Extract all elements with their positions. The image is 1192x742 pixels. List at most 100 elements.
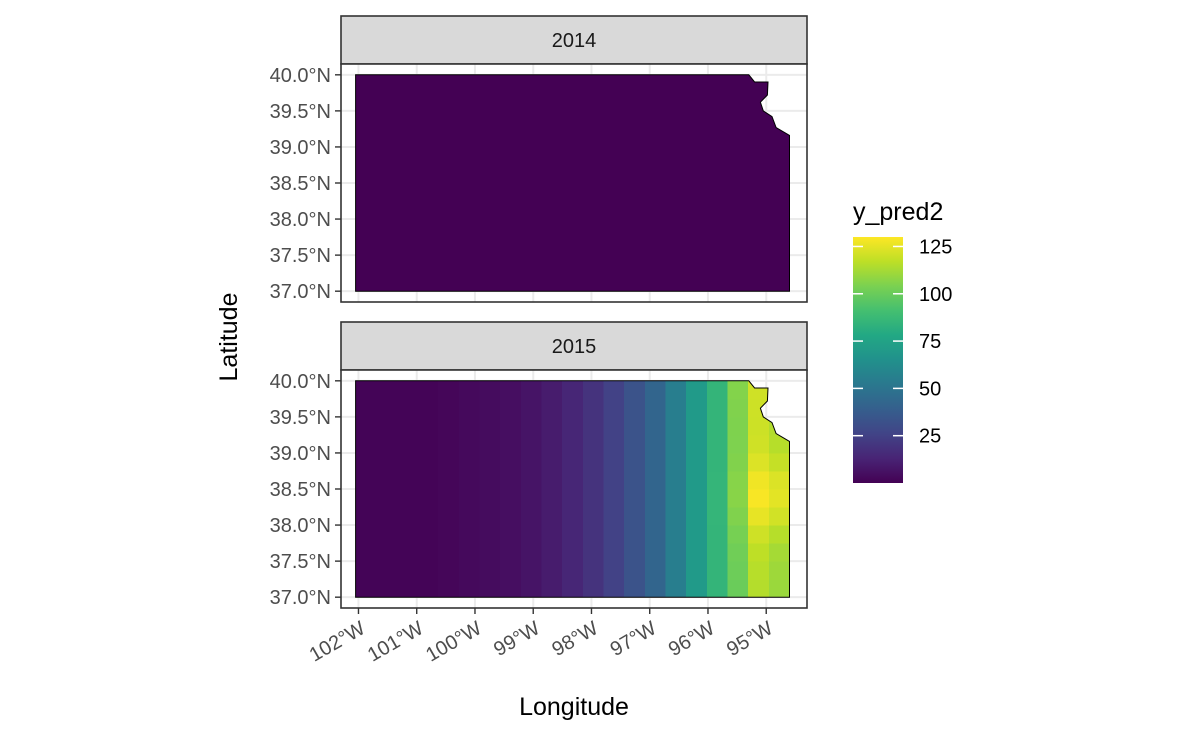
heatmap-cell bbox=[438, 255, 460, 274]
heatmap-cell bbox=[582, 201, 605, 220]
heatmap-cell bbox=[458, 452, 481, 472]
heatmap-cell bbox=[520, 416, 543, 436]
state-outline bbox=[355, 380, 790, 598]
heatmap-cell bbox=[603, 470, 625, 490]
heatmap-cell bbox=[665, 398, 687, 418]
heatmap-cell bbox=[603, 579, 625, 598]
heatmap-cell bbox=[355, 219, 377, 238]
heatmap-cell bbox=[562, 237, 584, 256]
heatmap-cell bbox=[438, 110, 460, 130]
heatmap-cell bbox=[582, 255, 605, 274]
heatmap-cell bbox=[624, 92, 646, 112]
heatmap-cell bbox=[458, 561, 481, 580]
heatmap-cell bbox=[355, 146, 377, 166]
heatmap-cell bbox=[665, 579, 687, 598]
heatmap-cell bbox=[624, 434, 646, 454]
heatmap-cell bbox=[644, 255, 667, 274]
heatmap-cell bbox=[520, 128, 543, 148]
heatmap-cell bbox=[644, 237, 667, 256]
heatmap-cell bbox=[686, 110, 708, 130]
facet-strip bbox=[340, 15, 808, 65]
heatmap-cell bbox=[582, 452, 605, 472]
heatmap-cell bbox=[500, 452, 522, 472]
heatmap-cell bbox=[603, 543, 625, 562]
heatmap-cell bbox=[562, 398, 584, 418]
heatmap-cell bbox=[541, 273, 563, 292]
heatmap-cell bbox=[479, 380, 501, 400]
heatmap-cell bbox=[355, 470, 377, 490]
heatmap-cell bbox=[727, 507, 749, 526]
heatmap-cell bbox=[562, 452, 584, 472]
legend-tick-label: 25 bbox=[919, 426, 941, 448]
heatmap-cell bbox=[624, 255, 646, 274]
heatmap-cell bbox=[706, 579, 729, 598]
heatmap-cell bbox=[644, 201, 667, 220]
heatmap-cell bbox=[562, 146, 584, 166]
heatmap-cell bbox=[500, 201, 522, 220]
heatmap-cell bbox=[748, 219, 770, 238]
heatmap-cell bbox=[541, 146, 563, 166]
heatmap-cell bbox=[727, 452, 749, 472]
heatmap-cell bbox=[686, 507, 708, 526]
heatmap-cell bbox=[582, 183, 605, 202]
heatmap-cell bbox=[562, 434, 584, 454]
heatmap-cell bbox=[624, 201, 646, 220]
heatmap-cell bbox=[768, 255, 790, 274]
heatmap-cell bbox=[417, 507, 439, 526]
heatmap-cell bbox=[520, 164, 543, 184]
heatmap-cell bbox=[665, 92, 687, 112]
heatmap-cell bbox=[479, 525, 501, 544]
heatmap-cell bbox=[686, 146, 708, 166]
heatmap-cell bbox=[417, 525, 439, 544]
heatmap-cell bbox=[417, 164, 439, 184]
y-tick-label: 39.0°N bbox=[270, 137, 331, 159]
heatmap-cell bbox=[624, 579, 646, 598]
heatmap-cell bbox=[438, 507, 460, 526]
heatmap-cell bbox=[686, 183, 708, 202]
heatmap-cell bbox=[458, 416, 481, 436]
heatmap-cell bbox=[520, 579, 543, 598]
heatmap-cell bbox=[562, 380, 584, 400]
heatmap-cell bbox=[582, 434, 605, 454]
heatmap-cell bbox=[541, 579, 563, 598]
heatmap-cell bbox=[748, 110, 770, 130]
heatmap-cell bbox=[396, 470, 419, 490]
heatmap-cell bbox=[479, 452, 501, 472]
heatmap-cell bbox=[500, 128, 522, 148]
heatmap-cell bbox=[624, 128, 646, 148]
heatmap-cell bbox=[686, 434, 708, 454]
heatmap-cell bbox=[624, 416, 646, 436]
heatmap-cell bbox=[376, 434, 398, 454]
heatmap-cell bbox=[727, 219, 749, 238]
heatmap-cell bbox=[396, 416, 419, 436]
heatmap-cell bbox=[355, 74, 377, 94]
heatmap-cell bbox=[417, 380, 439, 400]
heatmap-cell bbox=[376, 74, 398, 94]
heatmap-cell bbox=[665, 110, 687, 130]
heatmap-cell bbox=[603, 237, 625, 256]
heatmap-cell bbox=[748, 507, 770, 526]
heatmap-cell bbox=[479, 110, 501, 130]
heatmap-cell bbox=[706, 489, 729, 508]
heatmap-cell bbox=[748, 434, 770, 454]
heatmap-cell bbox=[582, 146, 605, 166]
heatmap-cell bbox=[644, 543, 667, 562]
heatmap-cell bbox=[665, 507, 687, 526]
heatmap-cell bbox=[562, 219, 584, 238]
heatmap-cell bbox=[541, 561, 563, 580]
heatmap-cell bbox=[376, 219, 398, 238]
y-tick-label: 40.0°N bbox=[270, 65, 331, 87]
heatmap-cell bbox=[603, 146, 625, 166]
heatmap-cell bbox=[376, 507, 398, 526]
heatmap-cell bbox=[644, 219, 667, 238]
heatmap-cell bbox=[582, 470, 605, 490]
heatmap-cell bbox=[562, 201, 584, 220]
heatmap-cell bbox=[417, 201, 439, 220]
heatmap-cell bbox=[603, 398, 625, 418]
heatmap-cell bbox=[458, 74, 481, 94]
heatmap-cell bbox=[644, 434, 667, 454]
heatmap-cell bbox=[458, 398, 481, 418]
y-tick-label: 37.5°N bbox=[270, 245, 331, 267]
heatmap-cell bbox=[417, 470, 439, 490]
